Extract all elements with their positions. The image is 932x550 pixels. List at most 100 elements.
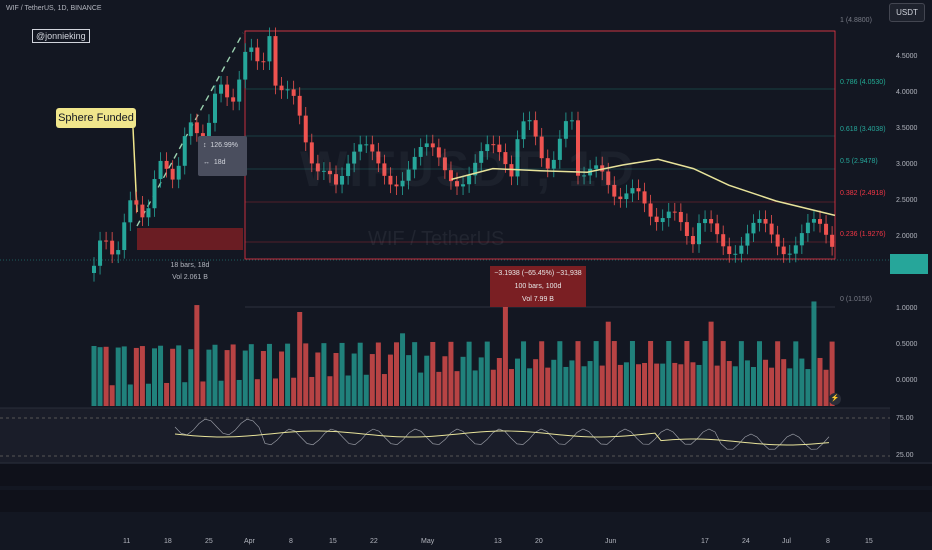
candle-body bbox=[225, 84, 230, 98]
volume-bar bbox=[605, 321, 611, 406]
volume-bar bbox=[291, 377, 297, 406]
candle-body bbox=[787, 253, 792, 255]
candle-body bbox=[370, 144, 375, 152]
candle-body bbox=[624, 193, 629, 200]
vol-tick-1: 1.0000 bbox=[896, 305, 918, 312]
volume-bar bbox=[793, 341, 799, 406]
candle-body bbox=[140, 204, 145, 218]
sphere-funded-callout[interactable]: Sphere Funded bbox=[56, 108, 136, 128]
candle-body bbox=[170, 168, 175, 180]
volume-bar bbox=[266, 343, 272, 406]
candle-body bbox=[781, 246, 786, 255]
candle-body bbox=[745, 233, 750, 246]
candle-body bbox=[231, 97, 236, 102]
candle-body bbox=[636, 188, 641, 192]
volume-bar bbox=[484, 341, 490, 406]
candle-body bbox=[418, 147, 423, 157]
candle-body bbox=[582, 175, 587, 177]
author-handle: @jonnieking bbox=[32, 29, 90, 43]
x-tick-18: 18 bbox=[164, 538, 172, 545]
candle-body bbox=[255, 47, 260, 62]
candle-body bbox=[455, 181, 459, 187]
x-tick-20: 20 bbox=[535, 538, 543, 545]
volume-bar bbox=[260, 351, 266, 406]
range-icon: ↕ bbox=[203, 142, 207, 149]
volume-bar bbox=[315, 352, 321, 406]
candle-body bbox=[291, 89, 296, 96]
candle-body bbox=[739, 245, 744, 254]
fib-label-0618: 0.618 (3.4038) bbox=[840, 126, 886, 133]
volume-bar bbox=[660, 363, 666, 406]
volume-bar bbox=[436, 371, 442, 406]
candle-body bbox=[346, 163, 351, 176]
x-tick-22: 22 bbox=[370, 538, 378, 545]
stat-left-vol: Vol 2.061 B bbox=[172, 274, 208, 281]
candle-body bbox=[660, 218, 665, 223]
volume-bar bbox=[109, 385, 115, 406]
candle-body bbox=[134, 200, 139, 205]
candle-body bbox=[122, 222, 127, 251]
candle-body bbox=[769, 223, 774, 235]
volume-bar bbox=[212, 344, 218, 406]
volume-bar bbox=[103, 346, 109, 406]
volume-bar bbox=[97, 347, 103, 406]
volume-bar bbox=[799, 358, 805, 406]
volume-bar bbox=[672, 362, 678, 406]
volume-bar bbox=[170, 348, 176, 406]
volume-bar bbox=[91, 346, 97, 406]
y-tick-3500: 3.5000 bbox=[896, 125, 918, 132]
candle-body bbox=[763, 219, 768, 224]
candle-body bbox=[473, 162, 478, 176]
candle-body bbox=[775, 234, 780, 247]
volume-bar bbox=[279, 351, 285, 406]
volume-bar bbox=[617, 364, 623, 406]
measure-tooltip: ↕ 126.99% ↔ 18d bbox=[198, 136, 247, 176]
volume-bar bbox=[188, 349, 194, 406]
candle-body bbox=[654, 216, 659, 223]
volume-bar bbox=[805, 369, 811, 406]
empty-pane bbox=[0, 464, 932, 486]
x-tick-jul: Jul bbox=[782, 538, 791, 545]
volume-bar bbox=[242, 350, 248, 406]
fib-label-05: 0.5 (2.9478) bbox=[840, 158, 878, 165]
volume-bar bbox=[702, 341, 708, 406]
watermark-ticker: WIFUSDT, 1D bbox=[300, 141, 636, 197]
volume-bar bbox=[412, 342, 418, 406]
candle-body bbox=[666, 211, 671, 219]
symbol-label[interactable]: WIF / TetherUS, 1D, BINANCE bbox=[6, 5, 102, 12]
candle-body bbox=[793, 245, 798, 254]
y-tick-2000: 2.0000 bbox=[896, 233, 918, 240]
candle-body bbox=[733, 253, 738, 255]
candle-body bbox=[430, 143, 435, 148]
volume-bar bbox=[678, 364, 684, 406]
volume-bar bbox=[563, 366, 569, 406]
volume-bar bbox=[454, 371, 460, 406]
candle-body bbox=[358, 144, 363, 152]
stat-left-bars: 18 bars, 18d bbox=[170, 262, 210, 269]
volume-bar bbox=[375, 342, 381, 406]
y-tick-2500: 2.5000 bbox=[896, 197, 918, 204]
watermark-name: WIF / TetherUS bbox=[368, 228, 505, 250]
candle-body bbox=[751, 222, 756, 234]
x-tick-24: 24 bbox=[742, 538, 750, 545]
candle-body bbox=[509, 164, 514, 177]
rsi-ma-line bbox=[174, 430, 830, 446]
candle-body bbox=[436, 147, 441, 158]
currency-button[interactable]: USDT bbox=[889, 3, 925, 22]
volume-bar bbox=[224, 350, 230, 406]
flash-icon[interactable]: ⚡ bbox=[829, 393, 841, 405]
candle-body bbox=[818, 219, 822, 224]
candle-body bbox=[630, 188, 635, 194]
candle-body bbox=[715, 223, 720, 235]
rsi-tick-75: 75.00 bbox=[896, 415, 914, 422]
volume-bar bbox=[466, 341, 472, 406]
candle-body bbox=[297, 95, 302, 116]
candle-body bbox=[551, 159, 556, 169]
candle-body bbox=[213, 93, 217, 123]
volume-bar bbox=[642, 362, 648, 406]
volume-bar bbox=[575, 341, 581, 406]
volume-bar bbox=[823, 369, 829, 406]
candle-body bbox=[684, 222, 689, 236]
measure-pct: 126.99% bbox=[210, 142, 239, 149]
